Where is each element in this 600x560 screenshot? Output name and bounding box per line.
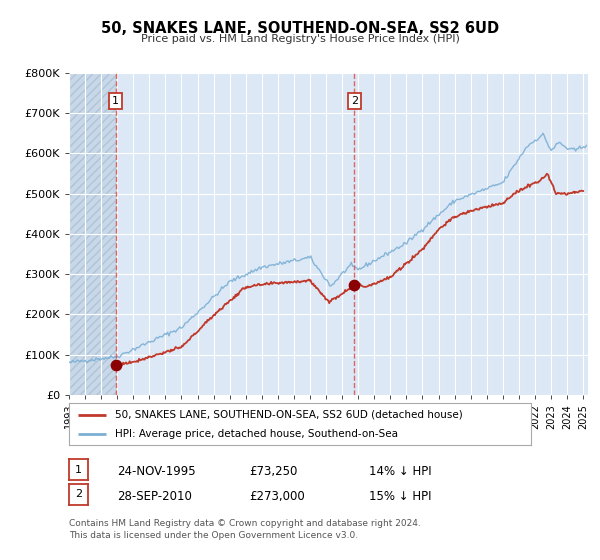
Text: Price paid vs. HM Land Registry's House Price Index (HPI): Price paid vs. HM Land Registry's House … (140, 34, 460, 44)
Point (349, 281, 359, 290)
Bar (69, 73, 116, 395)
Text: HPI: Average price, detached house, Southend-on-Sea: HPI: Average price, detached house, Sout… (115, 429, 398, 439)
Text: 28-SEP-2010: 28-SEP-2010 (117, 489, 192, 503)
Text: This data is licensed under the Open Government Licence v3.0.: This data is licensed under the Open Gov… (69, 531, 358, 540)
Text: 2: 2 (350, 96, 358, 106)
Text: Contains HM Land Registry data © Crown copyright and database right 2024.: Contains HM Land Registry data © Crown c… (69, 520, 421, 529)
Text: 1: 1 (75, 465, 82, 475)
Text: 1: 1 (112, 96, 119, 106)
Text: 24-NOV-1995: 24-NOV-1995 (117, 465, 196, 478)
Text: 14% ↓ HPI: 14% ↓ HPI (369, 465, 431, 478)
Text: £273,000: £273,000 (249, 489, 305, 503)
Text: 15% ↓ HPI: 15% ↓ HPI (369, 489, 431, 503)
Text: 50, SNAKES LANE, SOUTHEND-ON-SEA, SS2 6UD: 50, SNAKES LANE, SOUTHEND-ON-SEA, SS2 6U… (101, 21, 499, 36)
Text: £73,250: £73,250 (249, 465, 298, 478)
Point (111, 361, 121, 370)
Text: 50, SNAKES LANE, SOUTHEND-ON-SEA, SS2 6UD (detached house): 50, SNAKES LANE, SOUTHEND-ON-SEA, SS2 6U… (115, 409, 463, 419)
Text: 2: 2 (75, 489, 82, 500)
